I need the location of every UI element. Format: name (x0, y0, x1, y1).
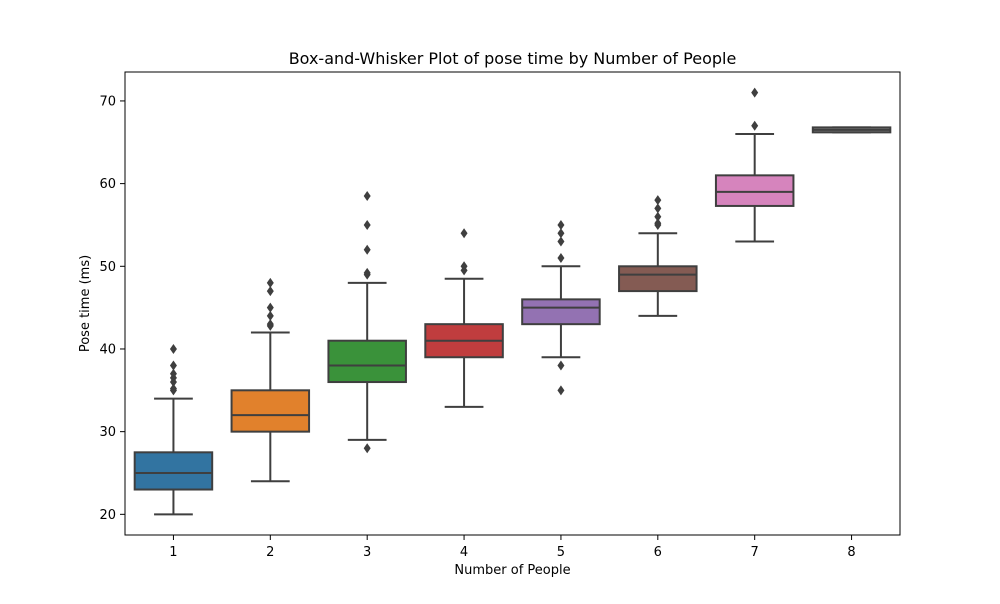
x-tick-label: 3 (363, 545, 371, 560)
y-tick-label: 20 (99, 508, 116, 523)
x-axis-label: Number of People (454, 563, 570, 578)
y-tick-label: 50 (99, 260, 116, 275)
outlier-point (654, 203, 662, 214)
outlier-point (654, 195, 662, 206)
box-1 (133, 451, 214, 491)
outlier-point (654, 218, 662, 229)
x-tick-label: 2 (266, 545, 274, 560)
outlier-point (557, 219, 565, 230)
outlier-point (751, 120, 759, 131)
outlier-point (751, 87, 759, 98)
outlier-point (266, 286, 274, 297)
chart-title: Box-and-Whisker Plot of pose time by Num… (289, 49, 737, 68)
y-tick-label: 60 (99, 177, 116, 192)
outlier-point (460, 228, 468, 239)
box-5 (521, 298, 601, 326)
outlier-point (460, 261, 468, 272)
outlier-point (169, 343, 177, 354)
outlier-point (363, 443, 371, 454)
box-group-7 (714, 87, 795, 243)
box-group-2 (230, 277, 311, 483)
box-group-6 (618, 195, 698, 317)
outlier-point (363, 267, 371, 278)
box-group-3 (327, 191, 407, 454)
outlier-point (363, 191, 371, 202)
y-axis-label: Pose time (ms) (78, 255, 93, 352)
x-tick-label: 1 (169, 545, 177, 560)
box-group-4 (424, 228, 504, 408)
plot-frame (124, 71, 901, 536)
box-2 (230, 389, 311, 433)
outlier-point (557, 228, 565, 239)
outlier-point (557, 385, 565, 396)
outlier-point (266, 310, 274, 321)
box-group-1 (133, 343, 214, 516)
box-3 (327, 339, 407, 384)
y-tick-label: 40 (99, 342, 116, 357)
outlier-point (266, 277, 274, 288)
box-6 (618, 265, 698, 293)
outlier-point (557, 360, 565, 371)
x-tick-label: 4 (460, 545, 468, 560)
outlier-point (654, 211, 662, 222)
outlier-point (266, 319, 274, 330)
x-tick-label: 6 (654, 545, 662, 560)
plot-area (133, 87, 892, 516)
outlier-point (363, 244, 371, 255)
y-tick-label: 30 (99, 425, 116, 440)
x-tick-label: 8 (847, 545, 855, 560)
box-group-5 (521, 219, 601, 396)
box-group-8 (811, 126, 892, 134)
outlier-point (266, 302, 274, 313)
outlier-point (363, 219, 371, 230)
outlier-point (557, 253, 565, 264)
axes: 20 30 40 50 60 70 1 2 3 4 5 6 7 8 (99, 94, 855, 560)
y-tick-label: 70 (99, 94, 116, 109)
outlier-point (169, 383, 177, 394)
x-tick-label: 7 (751, 545, 759, 560)
outlier-point (169, 360, 177, 371)
x-tick-label: 5 (557, 545, 565, 560)
outlier-point (169, 368, 177, 379)
outlier-point (557, 236, 565, 247)
box-7 (714, 174, 795, 207)
